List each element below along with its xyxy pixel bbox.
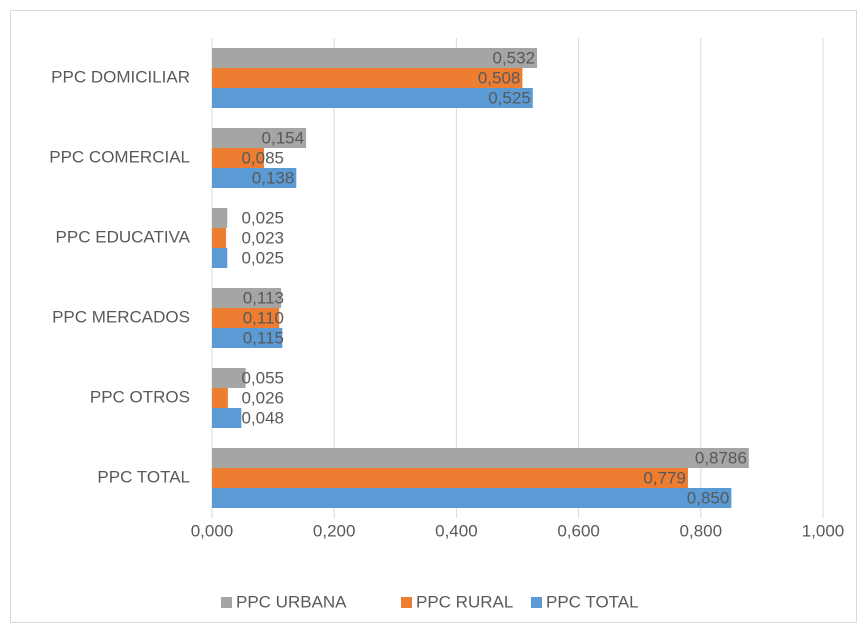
x-tick-label: 0,000 [191, 521, 234, 540]
bar [212, 468, 688, 488]
value-label: 0,113 [243, 288, 284, 307]
value-label: 0,048 [241, 408, 284, 427]
bar [212, 408, 242, 428]
value-label: 0,055 [241, 368, 284, 387]
x-tick-label: 1,000 [802, 521, 845, 540]
bar [212, 248, 228, 268]
value-label: 0,115 [243, 328, 284, 347]
bar [212, 228, 227, 248]
bar [212, 128, 307, 148]
y-tick-label: PPC TOTAL [97, 467, 190, 486]
legend-swatch [221, 597, 232, 608]
value-label: 0,8786 [695, 448, 747, 467]
legend-swatch [531, 597, 542, 608]
bar [212, 448, 749, 468]
value-label: 0,138 [252, 168, 295, 187]
value-label: 0,085 [241, 148, 284, 167]
chart-frame [10, 10, 857, 623]
bar [212, 88, 533, 108]
value-label: 0,154 [262, 128, 305, 147]
value-label: 0,025 [241, 208, 284, 227]
value-label: 0,532 [493, 48, 536, 67]
y-tick-label: PPC OTROS [90, 387, 190, 406]
bar [212, 208, 228, 228]
value-label: 0,025 [241, 248, 284, 267]
bar [212, 488, 732, 508]
legend-label: PPC TOTAL [546, 592, 639, 611]
legend-swatch [401, 597, 412, 608]
value-label: 0,023 [241, 228, 284, 247]
y-tick-label: PPC MERCADOS [52, 307, 190, 326]
legend-label: PPC RURAL [416, 592, 513, 611]
bar [212, 388, 228, 408]
bar [212, 288, 282, 308]
bar [212, 308, 280, 328]
y-tick-label: PPC EDUCATIVA [56, 227, 191, 246]
bar [212, 148, 264, 168]
bar [212, 48, 538, 68]
y-tick-label: PPC DOMICILIAR [51, 67, 190, 86]
value-label: 0,779 [643, 468, 686, 487]
x-tick-label: 0,400 [435, 521, 478, 540]
bar [212, 328, 283, 348]
x-tick-label: 0,800 [680, 521, 723, 540]
x-tick-label: 0,200 [313, 521, 356, 540]
value-label: 0,850 [687, 488, 730, 507]
bar [212, 168, 297, 188]
value-label: 0,525 [488, 88, 531, 107]
x-tick-label: 0,600 [557, 521, 600, 540]
bar [212, 68, 523, 88]
value-label: 0,110 [243, 308, 284, 327]
value-label: 0,508 [478, 68, 521, 87]
value-label: 0,026 [241, 388, 284, 407]
bar [212, 368, 246, 388]
legend-label: PPC URBANA [236, 592, 347, 611]
y-tick-label: PPC COMERCIAL [49, 147, 190, 166]
